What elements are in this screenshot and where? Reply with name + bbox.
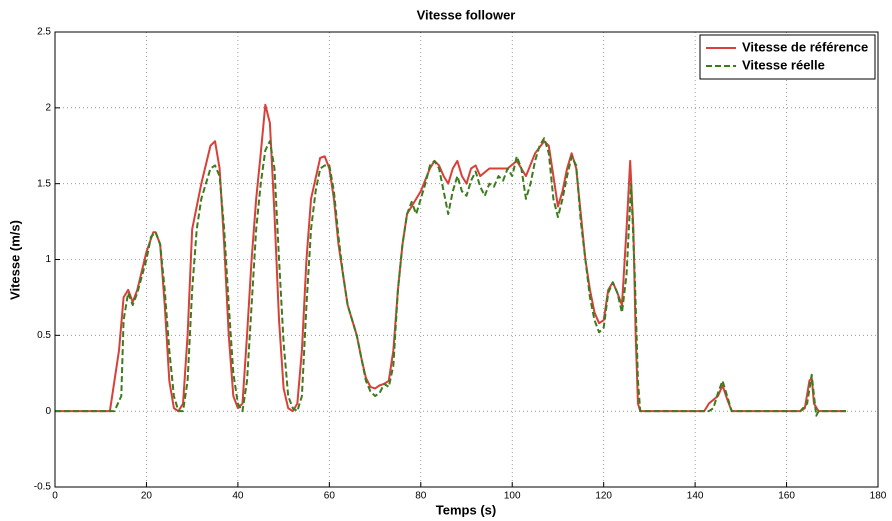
- y-tick-label: 0.5: [37, 330, 51, 341]
- x-tick-label: 20: [141, 491, 153, 502]
- y-tick-label: -0.5: [34, 482, 52, 493]
- plot-area: [55, 32, 878, 487]
- x-tick-label: 0: [52, 491, 58, 502]
- x-tick-label: 120: [595, 491, 612, 502]
- x-tick-label: 160: [778, 491, 795, 502]
- y-tick-label: 2.5: [37, 27, 51, 38]
- legend-label: Vitesse réelle: [742, 57, 825, 72]
- y-tick-label: 1: [45, 254, 51, 265]
- y-tick-label: 0: [45, 406, 51, 417]
- x-axis-label: Temps (s): [436, 502, 496, 517]
- legend-box: [699, 34, 876, 80]
- y-tick-label: 2: [45, 102, 51, 113]
- chart-title: Vitesse follower: [417, 7, 516, 22]
- y-axis-label: Vitesse (m/s): [7, 220, 22, 300]
- x-tick-label: 80: [415, 491, 427, 502]
- legend-label: Vitesse de référence: [742, 39, 868, 54]
- x-tick-label: 140: [687, 491, 704, 502]
- x-tick-label: 100: [504, 491, 521, 502]
- x-tick-label: 60: [324, 491, 336, 502]
- axes-box: [54, 31, 879, 488]
- x-tick-label: 180: [870, 491, 887, 502]
- y-tick-label: 1.5: [37, 178, 51, 189]
- x-tick-label: 40: [232, 491, 244, 502]
- data-line: [55, 137, 846, 417]
